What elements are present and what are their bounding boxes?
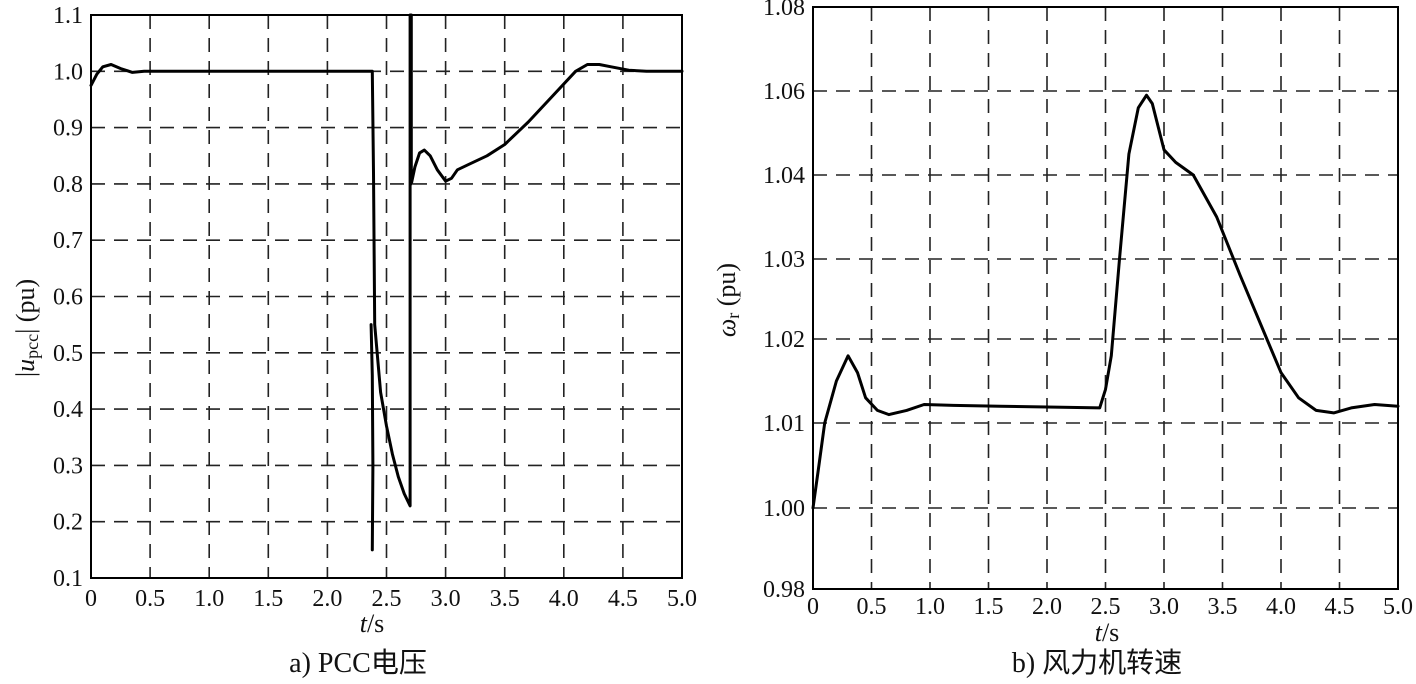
chart-a-y-tick-label: 0.3 xyxy=(53,453,83,479)
chart-a-x-tick-label: 5.0 xyxy=(667,586,697,612)
chart-b-y-tick-label: 1.02 xyxy=(763,327,805,353)
chart-b-xlabel-rest: /s xyxy=(1102,618,1119,647)
chart-b-y-label: ωr (pu) xyxy=(712,263,743,337)
chart-a-y-tick-label: 0.1 xyxy=(53,566,83,592)
chart-a-ylabel-pre: | xyxy=(11,372,40,377)
chart-b-grid xyxy=(813,7,1398,589)
chart-b-ylabel-italic: ω xyxy=(712,319,741,337)
chart-b-x-tick-label: 3.5 xyxy=(1208,594,1238,620)
chart-a-y-tick-label: 0.4 xyxy=(53,397,83,423)
chart-a-ylabel-post: | (pu) xyxy=(11,279,40,334)
chart-b-x-tick-label: 0 xyxy=(807,594,819,620)
chart-a-series xyxy=(89,13,684,552)
chart-b-frame xyxy=(812,6,1399,590)
chart-b-series xyxy=(811,93,1400,510)
chart-b-xlabel-italic: t xyxy=(1095,618,1103,647)
chart-b-y-tick-label: 1.03 xyxy=(763,247,805,273)
chart-a-y-tick-label: 0.9 xyxy=(53,116,83,142)
chart-a-y-tick-label: 0.5 xyxy=(53,341,83,367)
chart-a-xlabel-rest: /s xyxy=(367,609,384,638)
chart-b-x-tick-label: 1.0 xyxy=(915,594,945,620)
chart-b-x-label: t/s xyxy=(1095,618,1120,647)
chart-b-tick-labels: 0 0.5 1.0 1.5 2.0 2.5 3.0 3.5 4.0 4.5 5.0 0.98 1.00 1… xyxy=(763,0,1413,620)
chart-a-ylabel-italic: u xyxy=(11,359,40,372)
chart-b-y-tick-label: 1.04 xyxy=(763,163,805,189)
chart-b-x-tick-label: 3.0 xyxy=(1149,594,1179,620)
chart-a-y-tick-label: 0.8 xyxy=(53,172,83,198)
chart-b-y-tick-label: 1.00 xyxy=(763,496,805,522)
chart-b-ylabel-post: (pu) xyxy=(712,263,741,313)
chart-b: 0 0.5 1.0 1.5 2.0 2.5 3.0 3.5 4.0 4.5 5.0 0.98 1.00 1… xyxy=(712,0,1413,679)
chart-b-series-line xyxy=(811,93,1400,510)
chart-b-y-tick-label: 1.08 xyxy=(763,0,805,21)
chart-a-tick-labels: 0 0.5 1.0 1.5 2.0 2.5 3.0 3.5 4.0 4.5 5.0 0.1 0.2 0.3… xyxy=(53,3,697,612)
chart-a-y-label: |upcc| (pu) xyxy=(11,279,42,377)
chart-a-x-tick-label: 1.5 xyxy=(253,586,283,612)
chart-a-y-tick-label: 0.6 xyxy=(53,285,83,311)
chart-a-x-tick-label: 3.0 xyxy=(431,586,461,612)
chart-b-ylabel-sub: r xyxy=(723,313,743,319)
chart-a-frame xyxy=(90,14,683,579)
chart-a-x-label: t/s xyxy=(360,609,385,638)
chart-a-y-tick-label: 1.1 xyxy=(53,3,83,29)
chart-b-x-tick-label: 2.0 xyxy=(1032,594,1062,620)
chart-a-y-tick-label: 0.7 xyxy=(53,228,83,254)
chart-b-x-tick-label: 5.0 xyxy=(1383,594,1413,620)
chart-a: 0 0.5 1.0 1.5 2.0 2.5 3.0 3.5 4.0 4.5 5.0 0.1 0.2 0.3… xyxy=(11,3,697,679)
chart-a-y-tick-label: 0.2 xyxy=(53,510,83,536)
chart-a-x-tick-label: 4.5 xyxy=(608,586,638,612)
chart-a-xlabel-italic: t xyxy=(360,609,368,638)
chart-a-x-tick-label: 0 xyxy=(85,586,97,612)
chart-a-ylabel-sub: pcc xyxy=(22,334,42,359)
chart-a-y-tick-label: 1.0 xyxy=(53,59,83,85)
chart-b-x-tick-label: 2.5 xyxy=(1091,594,1121,620)
chart-b-x-tick-label: 1.5 xyxy=(974,594,1004,620)
chart-b-x-tick-label: 4.0 xyxy=(1266,594,1296,620)
chart-a-caption: a) PCC电压 xyxy=(289,647,427,679)
chart-b-x-tick-label: 0.5 xyxy=(857,594,887,620)
chart-a-x-tick-label: 2.0 xyxy=(312,586,342,612)
chart-a-grid xyxy=(91,15,682,578)
chart-b-y-tick-label: 1.01 xyxy=(763,411,805,437)
chart-b-x-tick-label: 4.5 xyxy=(1325,594,1355,620)
chart-a-x-tick-label: 0.5 xyxy=(135,586,165,612)
chart-a-x-tick-label: 1.0 xyxy=(194,586,224,612)
chart-b-y-tick-label: 0.98 xyxy=(763,577,805,603)
chart-a-series-line xyxy=(89,13,684,508)
chart-a-x-tick-label: 3.5 xyxy=(490,586,520,612)
chart-b-caption: b) 风力机转速 xyxy=(1012,647,1182,679)
chart-a-x-tick-label: 4.0 xyxy=(549,586,579,612)
chart-a-x-tick-label: 2.5 xyxy=(372,586,402,612)
chart-a-series-segment xyxy=(369,323,375,552)
chart-b-y-tick-label: 1.06 xyxy=(763,79,805,105)
